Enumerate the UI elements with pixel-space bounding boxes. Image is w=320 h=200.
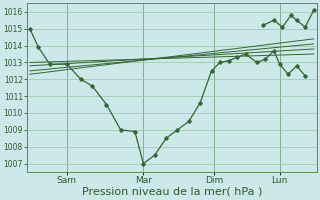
X-axis label: Pression niveau de la mer( hPa ): Pression niveau de la mer( hPa ) [82, 187, 262, 197]
